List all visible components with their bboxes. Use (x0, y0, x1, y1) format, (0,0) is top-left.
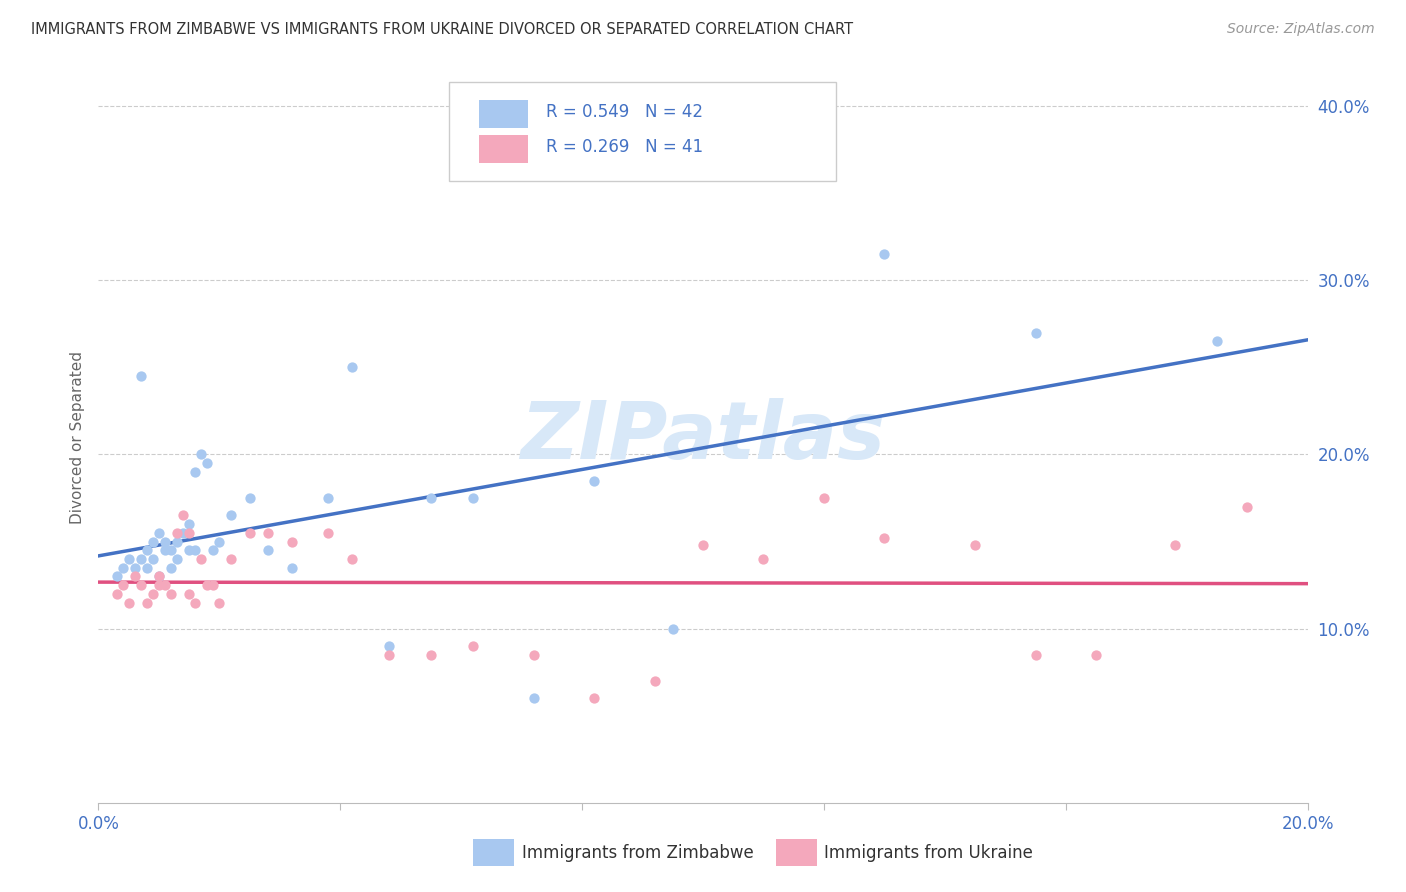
Point (256, 543, 278, 558)
Text: IMMIGRANTS FROM ZIMBABWE VS IMMIGRANTS FROM UKRAINE DIVORCED OR SEPARATED CORREL: IMMIGRANTS FROM ZIMBABWE VS IMMIGRANTS F… (31, 22, 853, 37)
Text: Immigrants from Ukraine: Immigrants from Ukraine (824, 844, 1033, 862)
Text: ZIPatlas: ZIPatlas (520, 398, 886, 476)
Point (1206, 334, 1229, 349)
Point (153, 543, 176, 558)
Point (965, 538, 987, 552)
Point (523, 648, 546, 662)
Y-axis label: Divorced or Separated: Divorced or Separated (69, 351, 84, 524)
Point (463, 491, 485, 505)
Point (111, 578, 134, 592)
Point (420, 491, 443, 505)
Point (752, 552, 775, 566)
FancyBboxPatch shape (449, 82, 837, 181)
Point (135, 543, 157, 558)
Point (184, 595, 207, 609)
Point (221, 552, 243, 566)
Point (644, 673, 666, 688)
Point (1085, 648, 1108, 662)
Point (179, 587, 201, 601)
Text: R = 0.269   N = 41: R = 0.269 N = 41 (546, 137, 703, 156)
Bar (474, 839, 515, 866)
Point (111, 560, 134, 574)
Point (316, 525, 339, 540)
Point (202, 543, 225, 558)
Point (281, 534, 304, 549)
Point (208, 595, 231, 609)
Point (129, 552, 152, 566)
Point (166, 534, 188, 549)
Point (342, 360, 364, 375)
Point (135, 595, 157, 609)
Bar (479, 100, 527, 128)
Point (148, 525, 170, 540)
Point (692, 538, 714, 552)
Point (1024, 326, 1046, 340)
Point (172, 508, 194, 523)
Point (377, 648, 399, 662)
Point (148, 569, 170, 583)
Point (190, 552, 212, 566)
Point (129, 578, 152, 592)
Point (1236, 500, 1258, 514)
Point (342, 552, 364, 566)
Point (420, 648, 443, 662)
Point (463, 639, 485, 653)
Point (1024, 648, 1046, 662)
Point (873, 247, 896, 261)
Point (142, 552, 165, 566)
Point (148, 569, 170, 583)
Point (281, 560, 304, 574)
Point (105, 569, 128, 583)
Point (583, 474, 606, 488)
Point (256, 525, 278, 540)
Point (873, 531, 896, 545)
Point (195, 578, 218, 592)
Point (166, 525, 188, 540)
Point (202, 578, 225, 592)
Point (239, 525, 262, 540)
Point (661, 622, 683, 636)
Bar (776, 839, 817, 866)
Text: Source: ZipAtlas.com: Source: ZipAtlas.com (1227, 22, 1375, 37)
Point (172, 525, 194, 540)
Point (239, 491, 262, 505)
Point (142, 534, 165, 549)
Point (184, 465, 207, 479)
Point (160, 560, 183, 574)
Point (813, 491, 835, 505)
Point (179, 517, 201, 532)
Point (1163, 538, 1185, 552)
Point (124, 560, 146, 574)
Point (583, 691, 606, 706)
Text: Immigrants from Zimbabwe: Immigrants from Zimbabwe (522, 844, 754, 862)
Point (166, 552, 188, 566)
Point (184, 543, 207, 558)
Point (142, 587, 165, 601)
Point (148, 578, 170, 592)
Bar (479, 135, 527, 163)
Point (118, 552, 141, 566)
Text: R = 0.549   N = 42: R = 0.549 N = 42 (546, 103, 703, 120)
Point (377, 639, 399, 653)
Point (135, 560, 157, 574)
Point (221, 508, 243, 523)
Point (118, 595, 141, 609)
Point (129, 369, 152, 384)
Point (105, 587, 128, 601)
Point (160, 543, 183, 558)
Point (179, 543, 201, 558)
Point (124, 569, 146, 583)
Point (316, 491, 339, 505)
Point (153, 578, 176, 592)
Point (153, 534, 176, 549)
Point (160, 587, 183, 601)
Point (208, 534, 231, 549)
Point (523, 691, 546, 706)
Point (190, 448, 212, 462)
Point (195, 456, 218, 470)
Point (179, 525, 201, 540)
